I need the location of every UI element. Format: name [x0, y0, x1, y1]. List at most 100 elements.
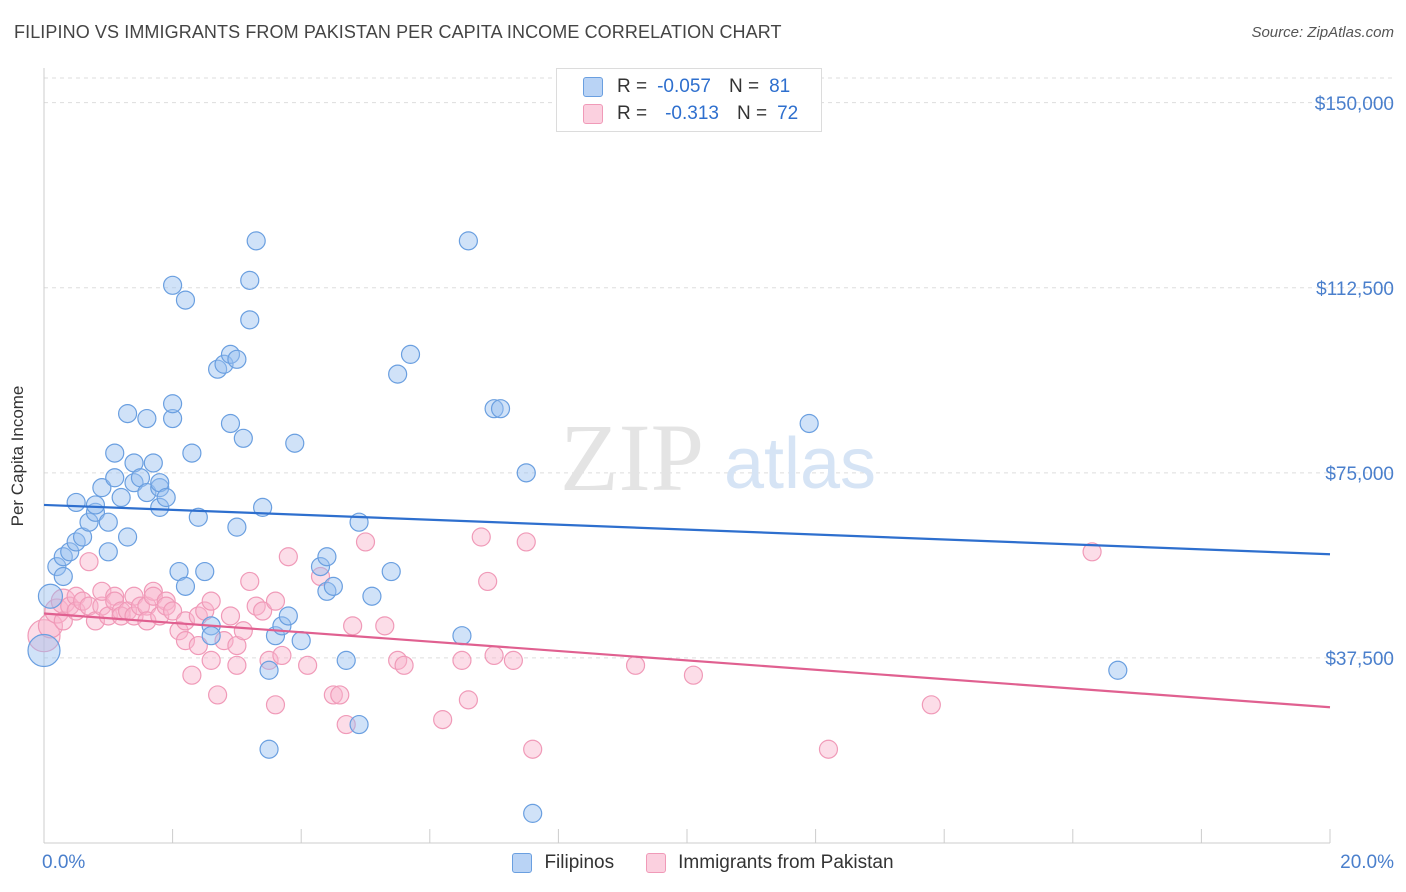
filipinos-point — [523, 803, 543, 823]
filipinos-point — [105, 443, 125, 463]
filipinos-point — [317, 581, 337, 601]
filipinos-swatch — [583, 77, 603, 97]
filipinos-point — [163, 408, 183, 429]
pakistan-point — [72, 591, 93, 611]
filipinos-point — [66, 492, 86, 513]
filipinos-point — [259, 739, 279, 759]
watermark: ZIP atlas — [560, 404, 876, 511]
filipinos-point — [163, 394, 183, 414]
pakistan-point — [246, 596, 266, 616]
n-label: N = — [728, 76, 760, 97]
y-tick-label: $150,000 — [1314, 93, 1394, 115]
filipinos-point — [220, 344, 241, 364]
pakistan-trend-line — [43, 612, 1331, 709]
filipinos-point — [233, 428, 253, 448]
filipinos-point — [175, 290, 196, 310]
pakistan-point — [265, 591, 286, 611]
filipinos-point — [400, 344, 421, 364]
filipinos-point — [98, 512, 118, 532]
pakistan-point — [323, 685, 343, 705]
filipinos-point — [220, 413, 241, 434]
pakistan-point — [375, 616, 395, 636]
filipinos-point — [37, 583, 64, 609]
filipinos-point — [47, 557, 67, 577]
gridlines — [44, 77, 1395, 659]
pakistan-point — [66, 586, 86, 606]
legend-item-pakistan[interactable]: Immigrants from Pakistan — [646, 852, 894, 874]
pakistan-point — [156, 596, 176, 616]
pakistan-point — [214, 631, 234, 651]
filipinos-point — [175, 576, 196, 596]
filipinos-point — [278, 606, 298, 626]
pakistan-point — [625, 655, 646, 675]
filipinos-point — [137, 408, 157, 429]
r-label: R = — [617, 103, 648, 124]
pakistan-point — [330, 685, 350, 705]
n-label: N = — [736, 103, 768, 124]
filipinos-point — [156, 487, 176, 508]
series-filipinos-points — [27, 231, 1128, 823]
pakistan-point — [156, 591, 176, 611]
filipinos-point — [60, 542, 80, 562]
r-value: -0.057 — [657, 76, 711, 97]
pakistan-point — [516, 532, 536, 552]
watermark-atlas: atlas — [724, 424, 876, 504]
pakistan-swatch — [646, 853, 667, 873]
pakistan-point — [278, 547, 298, 567]
pakistan-point — [92, 581, 112, 601]
pakistan-point — [143, 586, 163, 606]
filipinos-point — [143, 453, 163, 473]
filipinos-point — [195, 561, 215, 582]
pakistan-point — [175, 631, 196, 651]
pakistan-point — [484, 645, 504, 666]
r-value: -0.313 — [665, 103, 719, 124]
pakistan-point — [272, 645, 292, 666]
filipinos-point — [27, 633, 61, 668]
filipinos-point — [1108, 660, 1128, 680]
legend-item-filipinos[interactable]: Filipinos — [512, 852, 614, 874]
legend-label-pakistan: Immigrants from Pakistan — [678, 852, 894, 873]
y-tick-label: $112,500 — [1316, 278, 1394, 300]
pakistan-point — [471, 527, 491, 547]
filipinos-point — [124, 473, 144, 493]
x-tick-max: 20.0% — [1340, 852, 1394, 873]
filipinos-point — [240, 270, 260, 290]
pakistan-point — [355, 532, 376, 552]
stats-legend: R = -0.057 N = 81 R = -0.313 N = 72 — [556, 68, 822, 132]
pakistan-point — [182, 665, 202, 685]
filipinos-point — [259, 660, 279, 680]
pakistan-point — [394, 655, 414, 675]
pakistan-point — [175, 611, 196, 631]
filipinos-point — [310, 557, 331, 577]
filipinos-point — [227, 349, 247, 369]
filipinos-point — [188, 507, 208, 527]
pakistan-point — [265, 695, 286, 715]
n-value: 72 — [777, 103, 799, 124]
pakistan-point — [298, 655, 318, 675]
filipinos-point — [227, 517, 247, 537]
pakistan-point — [523, 739, 543, 759]
filipinos-point — [323, 576, 343, 596]
filipinos-point — [381, 561, 401, 582]
pakistan-point — [79, 552, 99, 572]
pakistan-point — [921, 695, 941, 715]
filipinos-point — [66, 532, 86, 552]
pakistan-point — [478, 571, 498, 592]
pakistan-point — [188, 635, 208, 656]
filipinos-point — [246, 231, 266, 251]
filipinos-point — [484, 399, 504, 419]
filipinos-point — [336, 650, 356, 670]
filipinos-point — [388, 364, 408, 384]
pakistan-point — [201, 650, 221, 670]
filipinos-point — [53, 547, 73, 567]
legend-label-filipinos: Filipinos — [544, 852, 615, 873]
pakistan-point — [208, 685, 228, 705]
filipinos-point — [317, 547, 337, 567]
trend-lines — [43, 503, 1331, 709]
filipinos-point — [240, 310, 260, 330]
pakistan-point — [259, 650, 279, 670]
filipinos-point — [105, 468, 125, 488]
filipinos-point — [349, 714, 369, 735]
n-value: 81 — [769, 76, 791, 97]
pakistan-point — [233, 621, 253, 641]
